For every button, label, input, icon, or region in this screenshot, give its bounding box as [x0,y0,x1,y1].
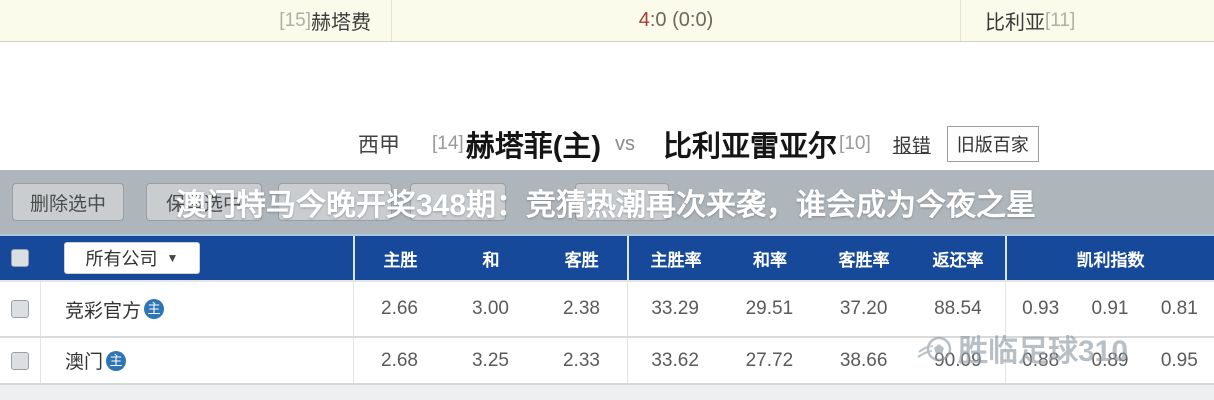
draw-rate: 29.51 [745,298,794,319]
lose-rate: 37.20 [839,298,888,319]
header-rates-group: 主胜率 和率 客胜率 返还率 [627,236,1005,280]
home-badge-icon: 主 [106,350,127,371]
row-checkbox-cell [0,351,40,370]
return-rate: 90.09 [934,349,982,371]
vs-label: vs [615,132,636,155]
lose-odds: 2.38 [562,298,600,319]
home-rank: [15] [279,9,311,31]
toolbar-button-3[interactable] [278,183,392,221]
score-bar-home-cell: [15] 赫塔费 [0,0,391,41]
report-error-link[interactable]: 报错 [892,135,931,157]
company-filter-dropdown[interactable]: 所有公司 ▼ [64,242,200,274]
company-filter-label: 所有公司 [85,249,158,269]
home-team-title: 赫塔菲(主) [465,131,602,163]
lose-odds: 2.33 [562,349,600,371]
kelly-win: 0.93 [1022,298,1060,319]
company-cell: 澳门 主 [40,338,353,383]
draw-odds: 3.00 [471,298,509,319]
toolbar-button-5[interactable] [575,183,669,221]
company-name[interactable]: 竞彩官方 [65,300,142,322]
return-rate: 88.54 [934,298,982,319]
win-rate: 33.62 [651,349,699,371]
home-rank-label: [14] [432,133,464,154]
win-odds: 2.66 [381,298,418,319]
table-row: 竞彩官方 主 2.66 3.00 2.38 33.29 29.51 37.20 … [0,282,1214,338]
keep-selected-button[interactable]: 保留选中 [146,183,262,221]
col-win-rate: 主胜率 [650,250,702,270]
row-checkbox[interactable] [11,351,29,370]
match-title-row: 西甲 [14] 赫塔菲(主) vs 比利亚雷亚尔 [10] 报错 旧版百家 [0,118,1214,170]
kelly-draw: 0.91 [1091,298,1129,319]
promo-headline: 澳门特马今晚开奖348期：竞猜热潮再次来袭，谁会成为今夜之星 [176,189,1037,222]
col-lose: 客胜 [564,250,599,270]
score-bar: [15] 赫塔费 4:0 (0:0) 比利亚 [11] [0,0,1214,42]
win-odds: 2.68 [381,349,418,371]
col-win: 主胜 [383,250,418,270]
draw-odds: 3.25 [471,349,509,371]
away-rank: [11] [1045,9,1076,31]
score-rest: :0 (0:0) [649,9,714,31]
away-team-name: 比利亚 [985,12,1045,34]
company-name[interactable]: 澳门 [65,352,104,373]
chevron-down-icon: ▼ [166,251,179,265]
toolbar-button-4[interactable] [410,183,506,221]
company-cell: 竞彩官方 主 [40,282,353,336]
col-return-rate: 返还率 [932,250,984,270]
rate-cells: 33.62 27.72 38.66 90.09 [627,338,1005,383]
rate-cells: 33.29 29.51 37.20 88.54 [627,282,1005,336]
header-company-cell: 所有公司 ▼ [40,242,353,274]
next-row-sliver [0,385,1214,400]
old-version-button[interactable]: 旧版百家 [946,126,1039,162]
home-team-name: 赫塔费 [311,12,371,34]
kelly-win: 0.88 [1022,349,1060,371]
score-home-goals: 4 [638,9,650,31]
table-row: 澳门 主 2.68 3.25 2.33 33.62 27.72 38.66 90… [0,338,1214,385]
col-lose-rate: 客胜率 [838,250,890,270]
row-checkbox[interactable] [11,300,29,318]
odds-cells: 2.68 3.25 2.33 [353,338,627,383]
draw-rate: 27.72 [745,349,794,371]
away-rank-label: [10] [839,133,871,154]
select-all-checkbox[interactable] [11,249,29,267]
score-cell: 4:0 (0:0) [391,0,961,41]
lose-rate: 38.66 [839,349,888,371]
league-label: 西甲 [358,134,400,157]
header-checkbox-cell [0,249,40,267]
kelly-lose: 0.81 [1160,298,1198,319]
score-bar-away-cell: 比利亚 [11] [961,0,1214,41]
kelly-cells: 0.93 0.91 0.81 [1005,282,1214,336]
away-team-title: 比利亚雷亚尔 [663,131,838,163]
row-checkbox-cell [0,300,40,318]
toolbar-banner: 删除选中 保留选中 澳门特马今晚开奖348期：竞猜热潮再次来袭，谁会成为今夜之星 [0,170,1214,234]
header-odds-group: 主胜 和 客胜 [353,236,627,280]
delete-selected-button[interactable]: 删除选中 [12,183,124,221]
home-badge-icon: 主 [144,299,165,319]
col-kelly: 凯利指数 [1076,250,1145,270]
header-kelly-group: 凯利指数 [1005,236,1214,280]
col-draw-rate: 和率 [753,250,787,270]
odds-table: 所有公司 ▼ 主胜 和 客胜 主胜率 和率 客胜率 返还率 凯利指数 [0,234,1214,400]
kelly-draw: 0.89 [1091,349,1129,371]
col-draw: 和 [482,250,500,270]
kelly-lose: 0.95 [1160,349,1198,371]
win-rate: 33.29 [651,298,699,319]
odds-cells: 2.66 3.00 2.38 [353,282,627,336]
odds-table-header: 所有公司 ▼ 主胜 和 客胜 主胜率 和率 客胜率 返还率 凯利指数 [0,236,1214,282]
kelly-cells: 0.88 0.89 0.95 [1005,338,1214,383]
